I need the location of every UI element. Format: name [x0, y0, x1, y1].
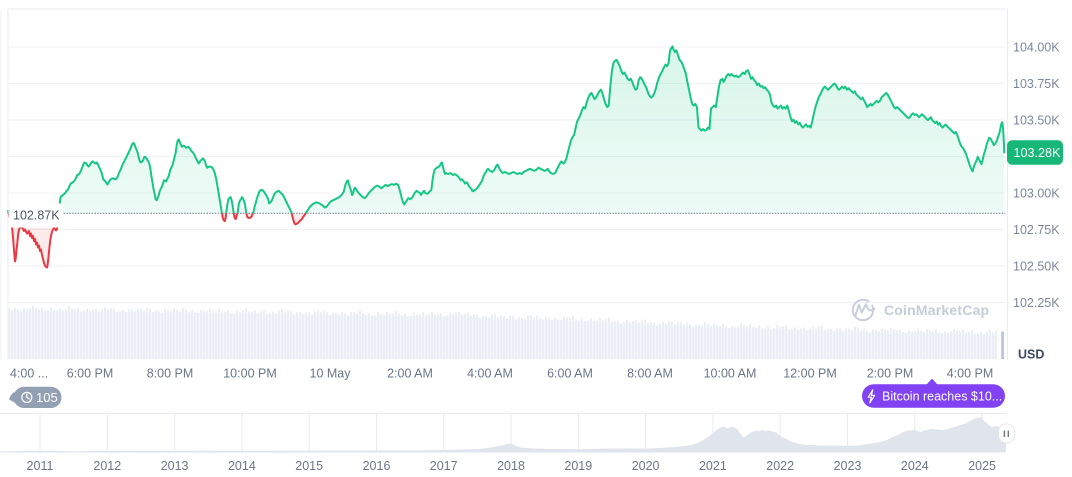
svg-text:2023: 2023	[834, 459, 862, 473]
svg-text:103.28K: 103.28K	[1014, 146, 1062, 160]
svg-text:102.75K: 102.75K	[1013, 223, 1060, 237]
svg-text:102.25K: 102.25K	[1013, 296, 1060, 310]
svg-text:104.00K: 104.00K	[1013, 40, 1060, 54]
svg-text:10:00 PM: 10:00 PM	[223, 367, 277, 381]
svg-text:2016: 2016	[363, 459, 391, 473]
svg-text:2012: 2012	[93, 459, 121, 473]
svg-text:2:00 PM: 2:00 PM	[867, 367, 914, 381]
svg-text:2011: 2011	[27, 459, 54, 473]
svg-text:102.50K: 102.50K	[1013, 259, 1060, 273]
svg-text:4:00 ...: 4:00 ...	[10, 367, 48, 381]
svg-text:103.75K: 103.75K	[1013, 77, 1060, 91]
svg-text:Bitcoin reaches $10...: Bitcoin reaches $10...	[882, 389, 1002, 403]
svg-text:2021: 2021	[699, 459, 727, 473]
svg-text:6:00 PM: 6:00 PM	[67, 367, 114, 381]
svg-text:105: 105	[36, 390, 58, 405]
svg-text:2024: 2024	[901, 459, 929, 473]
svg-text:2015: 2015	[295, 459, 323, 473]
svg-text:2022: 2022	[766, 459, 794, 473]
svg-text:102.87K: 102.87K	[13, 209, 60, 223]
svg-text:CoinMarketCap: CoinMarketCap	[884, 302, 989, 318]
svg-text:4:00 AM: 4:00 AM	[467, 367, 513, 381]
svg-text:2025: 2025	[968, 459, 996, 473]
svg-text:8:00 PM: 8:00 PM	[147, 367, 194, 381]
svg-text:2019: 2019	[564, 459, 592, 473]
svg-text:2017: 2017	[430, 459, 458, 473]
svg-text:103.00K: 103.00K	[1013, 186, 1060, 200]
svg-text:2018: 2018	[497, 459, 525, 473]
svg-text:2:00 AM: 2:00 AM	[387, 367, 433, 381]
svg-text:103.50K: 103.50K	[1013, 113, 1060, 127]
svg-text:2014: 2014	[228, 459, 256, 473]
svg-text:10:00 AM: 10:00 AM	[704, 367, 757, 381]
svg-text:2020: 2020	[632, 459, 660, 473]
svg-text:2013: 2013	[161, 459, 189, 473]
svg-text:10 May: 10 May	[310, 367, 352, 381]
svg-text:4:00 PM: 4:00 PM	[947, 367, 994, 381]
svg-text:12:00 PM: 12:00 PM	[783, 367, 837, 381]
svg-text:USD: USD	[1018, 347, 1044, 361]
svg-text:8:00 AM: 8:00 AM	[627, 367, 673, 381]
svg-text:6:00 AM: 6:00 AM	[547, 367, 593, 381]
